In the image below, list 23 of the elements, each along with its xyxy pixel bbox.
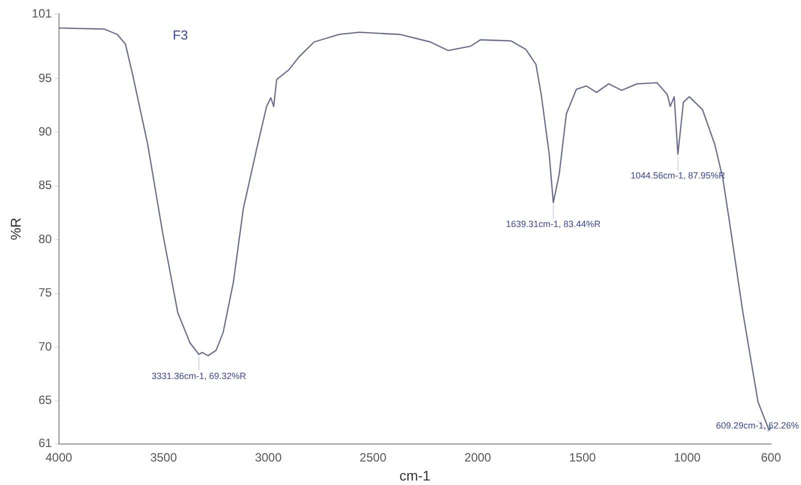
y-axis-title: %R	[7, 218, 24, 240]
annotation: 3331.36cm-1, 69.32%R	[152, 370, 247, 381]
x-tick-label: 4000	[45, 450, 72, 464]
y-tick-label: 85	[38, 178, 52, 192]
x-tick-label: 3500	[150, 450, 178, 464]
x-tick-label: 1500	[569, 450, 596, 464]
y-tick-label: 61	[38, 436, 52, 450]
x-tick-label: 3000	[254, 450, 282, 464]
y-tick-label: 95	[38, 70, 52, 85]
x-tick-label: 1000	[674, 450, 701, 464]
x-tick-label: 2500	[360, 450, 387, 464]
y-tick-label: 70	[38, 339, 52, 354]
y-tick-label: 90	[38, 124, 52, 139]
x-tick-label: 600	[760, 450, 782, 464]
annotation: 1639.31cm-1, 83.44%R	[506, 219, 602, 230]
x-axis-title: cm-1	[399, 467, 431, 484]
y-tick-label: 75	[38, 286, 52, 300]
y-tick-label: 80	[38, 232, 52, 246]
annotation: F3	[172, 28, 188, 43]
y-tick-label: 101	[32, 6, 52, 20]
annotation: 609.29cm-1, 62.26%	[716, 420, 800, 431]
x-tick-label: 2000	[464, 450, 492, 464]
y-tick-label: 65	[38, 393, 52, 408]
